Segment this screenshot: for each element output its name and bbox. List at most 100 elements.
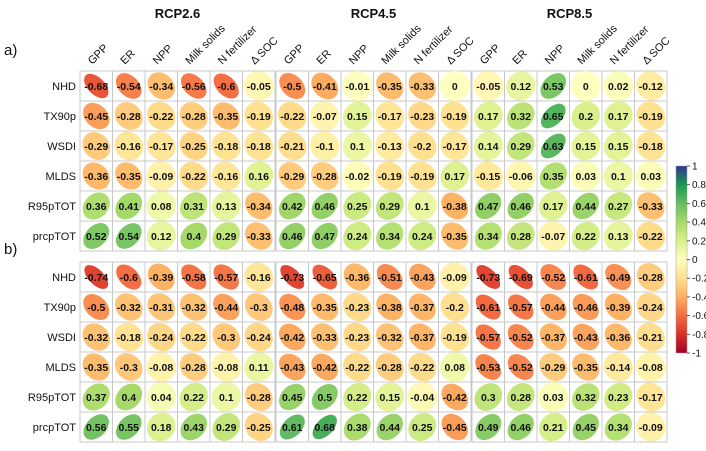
cell-b-rcp4-5-prcptot-gpp-value: 0.61 xyxy=(282,422,303,434)
cell-b-rcp2-6-prcptot-npp-ellipse xyxy=(146,412,176,442)
cell-a-rcp4-5-wsdi-milk-solids-value: -0.13 xyxy=(378,141,402,153)
panel-label-a: a) xyxy=(4,42,17,59)
cell-b-rcp8-5-tx90p-npp-value: -0.44 xyxy=(541,302,565,314)
cell-a-rcp8-5-mlds-milk-solids-value: 0.03 xyxy=(576,171,597,183)
row-label-nhd: NHD xyxy=(52,272,76,284)
cell-b-rcp8-5-mlds-soc-ellipse xyxy=(636,352,666,382)
cell-a-rcp4-5-nhd-milk-solids-value: -0.35 xyxy=(378,81,402,93)
cell-b-rcp4-5-r95ptot-gpp-ellipse xyxy=(279,383,306,411)
cell-b-rcp8-5-nhd-er-ellipse xyxy=(508,264,533,290)
cell-b-rcp4-5-nhd-gpp-value: -0.73 xyxy=(280,272,304,284)
cell-b-rcp2-6-mlds-n-fertilizer-ellipse xyxy=(211,352,241,382)
cell-b-rcp2-6-nhd-soc-ellipse xyxy=(244,262,274,292)
cell-b-rcp4-5-mlds-gpp-value: -0.43 xyxy=(280,362,304,374)
cell-b-rcp2-6-r95ptot-npp-value: 0.04 xyxy=(151,392,172,404)
cell-b-rcp2-6-nhd-milk-solids-ellipse xyxy=(181,264,207,290)
cell-a-rcp2-6-r95ptot-er-ellipse xyxy=(115,192,143,220)
cell-b-rcp2-6-wsdi-gpp-ellipse xyxy=(82,323,110,351)
cell-a-rcp4-5-prcptot-npp-ellipse xyxy=(343,221,372,251)
cell-a-rcp8-5-r95ptot-er-value: 0.46 xyxy=(511,201,532,213)
cell-b-rcp2-6-tx90p-n-fertilizer-value: -0.44 xyxy=(214,302,238,314)
cell-a-rcp2-6-r95ptot-n-fertilizer-ellipse xyxy=(211,191,241,221)
cell-b-rcp4-5-nhd-er-value: -0.65 xyxy=(313,272,337,284)
cell-b-rcp4-5-r95ptot-milk-solids-ellipse xyxy=(375,382,405,412)
cell-a-rcp4-5-tx90p-milk-solids-value: -0.17 xyxy=(378,111,402,123)
cell-a-rcp2-6-tx90p-milk-solids-ellipse xyxy=(179,102,208,130)
cell-a-rcp4-5-r95ptot-n-fertilizer-value: 0.1 xyxy=(415,201,430,213)
cell-b-rcp8-5-r95ptot-gpp-value: 0.3 xyxy=(481,392,496,404)
cell-a-rcp2-6-r95ptot-gpp-value: 0.36 xyxy=(86,201,107,213)
column-label-npp: NPP xyxy=(347,43,371,67)
cell-a-rcp4-5-wsdi-npp-value: 0.1 xyxy=(350,141,365,153)
cell-b-rcp8-5-nhd-npp-value: -0.52 xyxy=(541,272,565,284)
cell-b-rcp2-6-mlds-milk-solids-value: -0.28 xyxy=(182,362,206,374)
cell-a-rcp4-5-mlds-gpp-value: -0.29 xyxy=(280,171,304,183)
cell-b-rcp8-5-tx90p-gpp-value: -0.61 xyxy=(476,302,500,314)
scenario-title-rcp4-5: RCP4.5 xyxy=(351,6,397,21)
cell-a-rcp8-5-mlds-gpp-ellipse xyxy=(473,161,503,191)
cell-a-rcp8-5-r95ptot-soc-value: -0.33 xyxy=(639,201,663,213)
cell-b-rcp8-5-tx90p-soc-ellipse xyxy=(636,292,665,322)
cell-a-rcp8-5-mlds-er-value: -0.06 xyxy=(509,171,533,183)
cell-a-rcp8-5-prcptot-gpp-value: 0.34 xyxy=(478,231,499,243)
cell-a-rcp4-5-prcptot-gpp-value: 0.46 xyxy=(282,231,303,243)
cell-a-rcp8-5-nhd-er-value: 0.12 xyxy=(511,81,532,93)
cell-b-rcp8-5-r95ptot-er-value: 0.28 xyxy=(511,392,532,404)
cell-b-rcp4-5-prcptot-gpp-ellipse xyxy=(279,414,305,440)
cell-b-rcp2-6-wsdi-soc-ellipse xyxy=(244,322,273,352)
cell-a-rcp2-6-tx90p-n-fertilizer-value: -0.35 xyxy=(214,111,238,123)
cell-b-rcp4-5-tx90p-gpp-value: -0.48 xyxy=(280,302,304,314)
cell-b-rcp2-6-prcptot-er-value: 0.55 xyxy=(119,422,140,434)
cell-b-rcp8-5-nhd-milk-solids-ellipse xyxy=(573,264,599,290)
cell-b-rcp8-5-nhd-n-fertilizer-value: -0.49 xyxy=(606,272,630,284)
cell-a-rcp2-6-mlds-n-fertilizer-value: -0.16 xyxy=(214,171,238,183)
cell-b-rcp8-5-nhd-soc-value: -0.28 xyxy=(639,272,663,284)
cell-b-rcp4-5-mlds-npp-value: -0.22 xyxy=(345,362,369,374)
cell-a-rcp4-5-mlds-soc-value: 0.17 xyxy=(445,171,466,183)
cell-b-rcp2-6-r95ptot-soc-ellipse xyxy=(244,383,273,411)
cell-b-rcp8-5-prcptot-n-fertilizer-value: 0.34 xyxy=(608,422,629,434)
cell-b-rcp4-5-tx90p-milk-solids-ellipse xyxy=(376,293,404,321)
cell-b-rcp2-6-mlds-soc-ellipse xyxy=(244,352,274,382)
cell-b-rcp4-5-mlds-er-value: -0.42 xyxy=(313,362,337,374)
row-label-wsdi: WSDI xyxy=(47,141,76,153)
cell-a-rcp2-6-r95ptot-milk-solids-value: 0.31 xyxy=(184,201,205,213)
cell-b-rcp8-5-prcptot-gpp-value: 0.49 xyxy=(478,422,499,434)
cell-b-rcp2-6-tx90p-gpp-ellipse xyxy=(83,294,110,320)
cell-b-rcp8-5-mlds-n-fertilizer-ellipse xyxy=(603,352,633,382)
cell-b-rcp8-5-nhd-npp-ellipse xyxy=(540,264,567,290)
cell-a-rcp8-5-wsdi-soc-value: -0.18 xyxy=(639,141,663,153)
cell-b-rcp2-6-prcptot-milk-solids-ellipse xyxy=(180,413,208,441)
row-label-mlds: MLDS xyxy=(45,171,76,183)
cell-a-rcp8-5-prcptot-soc-ellipse xyxy=(636,221,665,251)
cell-a-rcp4-5-mlds-soc-ellipse xyxy=(440,161,470,191)
cell-b-rcp8-5-prcptot-npp-value: 0.21 xyxy=(543,422,564,434)
panel-label-b: b) xyxy=(4,241,17,258)
cell-a-rcp8-5-tx90p-soc-value: -0.19 xyxy=(639,111,663,123)
cell-b-rcp2-6-r95ptot-milk-solids-ellipse xyxy=(179,382,208,412)
cell-a-rcp2-6-tx90p-er-value: -0.28 xyxy=(117,111,141,123)
cell-a-rcp2-6-r95ptot-npp-ellipse xyxy=(146,191,176,221)
cell-b-rcp4-5-wsdi-soc-value: -0.19 xyxy=(443,332,467,344)
cell-b-rcp8-5-prcptot-milk-solids-value: 0.45 xyxy=(576,422,597,434)
cell-a-rcp2-6-mlds-npp-ellipse xyxy=(146,161,176,191)
cell-b-rcp8-5-wsdi-npp-value: -0.37 xyxy=(541,332,565,344)
cell-a-rcp8-5-wsdi-soc-ellipse xyxy=(636,131,666,161)
cell-b-rcp4-5-prcptot-n-fertilizer-ellipse xyxy=(408,412,437,442)
cell-b-rcp4-5-prcptot-soc-ellipse xyxy=(441,413,468,441)
cell-a-rcp4-5-r95ptot-milk-solids-ellipse xyxy=(375,192,404,220)
cell-a-rcp8-5-mlds-soc-value: 0.03 xyxy=(641,171,662,183)
cell-b-rcp2-6-mlds-milk-solids-ellipse xyxy=(179,353,208,381)
row-label-tx90p: TX90p xyxy=(44,302,76,314)
cell-b-rcp2-6-nhd-milk-solids-value: -0.58 xyxy=(182,272,206,284)
cell-a-rcp2-6-mlds-npp-value: -0.09 xyxy=(149,171,173,183)
cell-b-rcp8-5-wsdi-soc-value: -0.21 xyxy=(639,332,663,344)
cell-b-rcp8-5-wsdi-milk-solids-ellipse xyxy=(572,323,600,351)
cell-a-rcp8-5-tx90p-milk-solids-value: 0.2 xyxy=(578,111,593,123)
cell-b-rcp8-5-r95ptot-n-fertilizer-ellipse xyxy=(604,382,633,412)
colorbar-tick-label: 0 xyxy=(692,255,698,266)
cell-a-rcp2-6-mlds-er-ellipse xyxy=(115,162,143,190)
cell-a-rcp4-5-r95ptot-n-fertilizer-ellipse xyxy=(407,191,437,221)
cells-layer xyxy=(82,71,666,442)
cell-b-rcp8-5-mlds-er-value: -0.52 xyxy=(509,362,533,374)
